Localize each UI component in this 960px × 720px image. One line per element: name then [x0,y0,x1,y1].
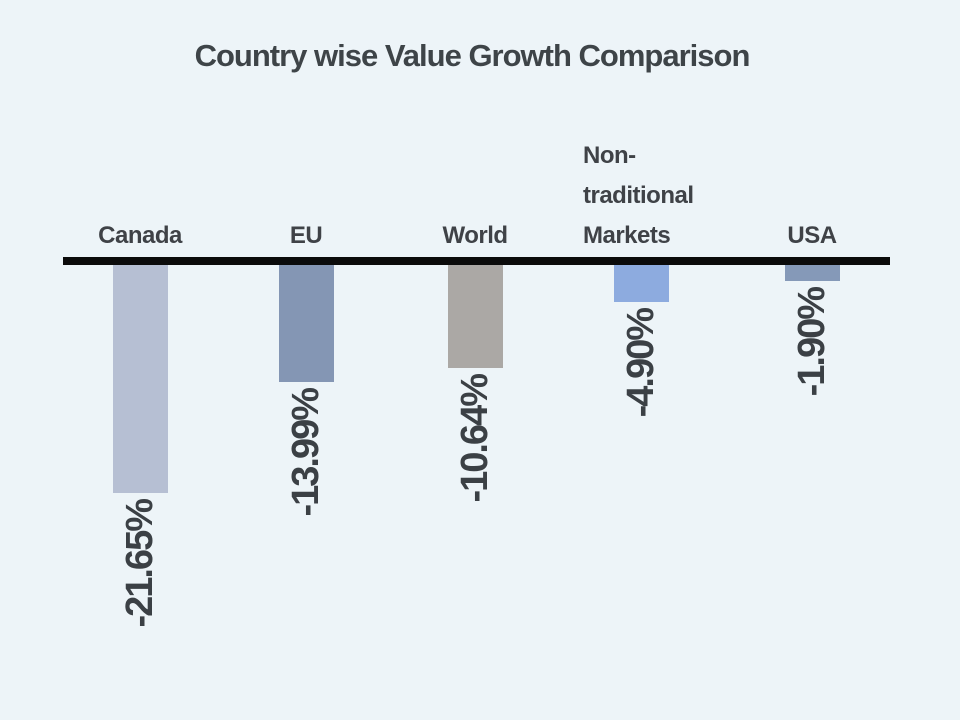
category-axis-line [63,257,890,265]
value-label-world: -10.64% [454,375,496,503]
category-label-non-traditional-markets: Non- traditional Markets [583,142,694,249]
bar-non-traditional-markets [613,265,669,302]
bar-canada [112,265,168,493]
bar-usa [784,265,840,281]
bar-world [447,265,503,368]
category-label-usa: USA [787,222,837,249]
bar-eu [278,265,334,382]
chart-title: Country wise Value Growth Comparison [194,38,751,73]
value-label-eu: -13.99% [285,389,327,517]
value-label-canada: -21.65% [119,500,161,628]
category-label-canada: Canada [98,222,182,249]
value-label-non-traditional-markets: -4.90% [620,309,662,418]
value-label-usa: -1.90% [791,288,833,397]
category-label-world: World [442,222,508,249]
category-label-eu: EU [289,222,323,249]
